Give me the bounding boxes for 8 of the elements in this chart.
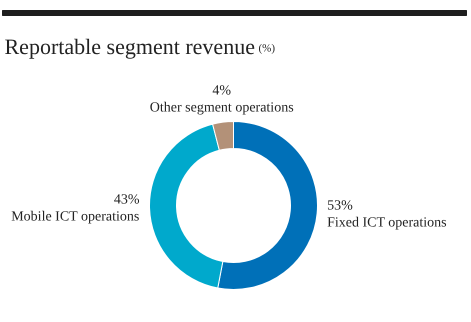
data-label: 53%: [327, 198, 354, 214]
chart-title: Reportable segment revenue: [4, 34, 255, 59]
data-label: 43%: [114, 192, 140, 208]
slice-label: Other segment operations: [150, 100, 294, 116]
data-label: 4%: [212, 84, 232, 98]
slice-label: Fixed ICT operations: [327, 215, 447, 230]
chart-subtitle: (%): [258, 42, 276, 54]
slice-label: Mobile ICT operations: [11, 209, 140, 224]
